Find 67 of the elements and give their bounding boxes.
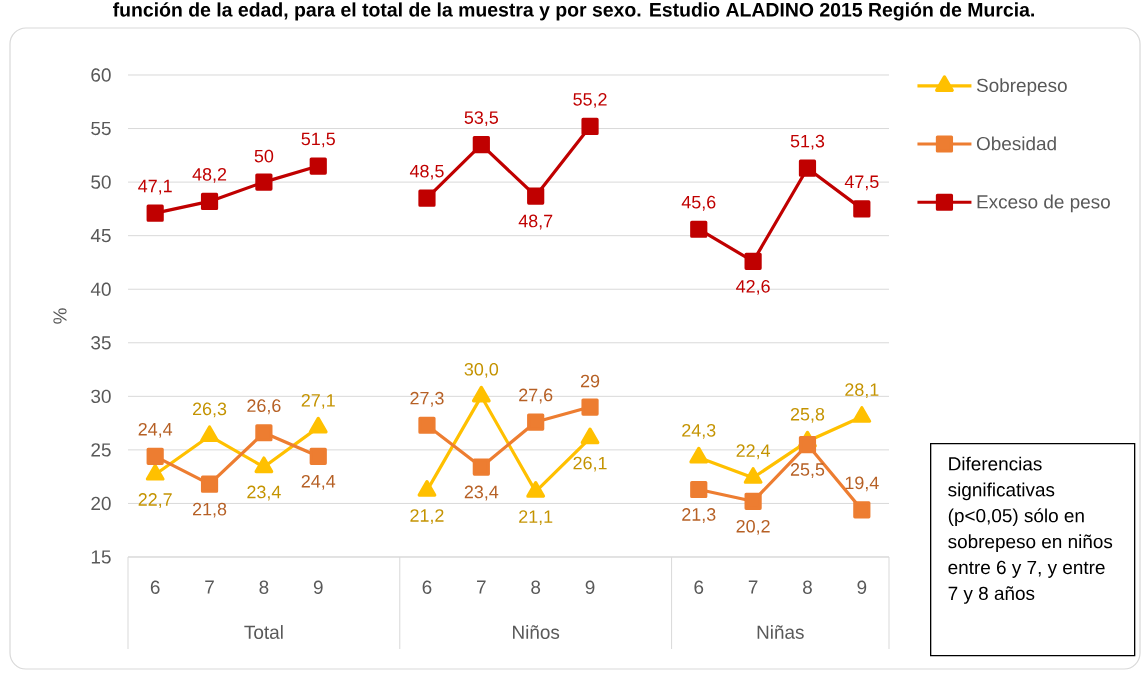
chart-title: función de la edad, para el total de la muestra y por sexo. Estudio ALADINO 2015 Región de Murcia. xyxy=(113,2,1034,21)
data-label: 21,3 xyxy=(682,508,716,523)
data-label: 27,3 xyxy=(410,391,444,407)
x-tick-label: 6 xyxy=(150,580,160,594)
y-tick-label: 20 xyxy=(91,496,111,511)
data-label: 23,4 xyxy=(464,485,499,501)
data-label: 27,6 xyxy=(519,388,553,404)
legend-label: Exceso de peso xyxy=(977,194,1110,213)
y-axis-title: % xyxy=(53,308,67,324)
text: Total xyxy=(244,625,283,639)
data-label: 27,1 xyxy=(301,393,335,409)
y-tick-label: 45 xyxy=(90,229,111,243)
y-tick-label: 50 xyxy=(91,175,111,189)
data-label: 48,2 xyxy=(192,167,227,183)
x-tick-label: 9 xyxy=(313,580,323,594)
y-tick-label: 60 xyxy=(91,68,111,82)
x-tick-label: 9 xyxy=(585,580,595,594)
y-tick-label: 25 xyxy=(91,443,111,457)
y-tick-label: 40 xyxy=(90,282,111,296)
data-label: 22,7 xyxy=(138,493,172,508)
y-tick-label: 30 xyxy=(91,389,111,404)
y-tick-label: 55 xyxy=(91,121,111,136)
x-tick-label: 8 xyxy=(259,580,269,594)
data-label: 19,4 xyxy=(845,476,879,492)
data-label: 47,5 xyxy=(844,175,879,191)
x-tick-label: 9 xyxy=(857,580,867,594)
data-label: 50 xyxy=(254,149,274,163)
data-label: 24,3 xyxy=(682,423,716,439)
text: Niños xyxy=(513,625,560,639)
data-label: 30,0 xyxy=(464,362,499,378)
data-label: 45,6 xyxy=(681,195,716,211)
text: Niñas xyxy=(757,625,804,639)
data-label: 23,4 xyxy=(247,485,281,501)
data-label: 28,1 xyxy=(845,383,879,399)
data-label: 48,5 xyxy=(409,164,444,180)
data-label: 51,3 xyxy=(790,134,825,150)
data-label: 53,5 xyxy=(464,111,499,127)
x-tick-label: 6 xyxy=(422,580,432,594)
data-label: 55,2 xyxy=(573,92,607,108)
data-label: 47,1 xyxy=(138,179,172,195)
data-label: 24,4 xyxy=(301,474,336,490)
data-label: 48,7 xyxy=(518,214,553,230)
x-tick-label: 7 xyxy=(205,580,214,594)
data-label: 24,4 xyxy=(138,422,173,438)
data-label: 26,3 xyxy=(192,402,227,418)
x-tick-label: 7 xyxy=(748,580,758,594)
x-tick-label: 7 xyxy=(477,580,486,594)
data-label: 25,8 xyxy=(790,407,825,423)
data-label: 26,6 xyxy=(247,399,281,415)
legend-label: Sobrepeso xyxy=(976,78,1067,96)
data-label: 21,1 xyxy=(519,510,553,526)
y-tick-label: 15 xyxy=(91,550,111,564)
data-label: 22,4 xyxy=(736,444,771,460)
data-label: 21,8 xyxy=(192,502,227,518)
x-tick-label: 8 xyxy=(531,580,541,594)
data-label: 25,5 xyxy=(790,463,825,478)
x-tick-label: 8 xyxy=(803,580,812,594)
data-label: 51,5 xyxy=(301,132,335,148)
data-label: 21,2 xyxy=(410,509,444,524)
data-label: 20,2 xyxy=(736,519,770,535)
x-tick-label: 6 xyxy=(694,580,704,594)
data-label: 29 xyxy=(580,374,600,388)
data-label: 26,1 xyxy=(573,456,607,472)
legend-label: Obesidad xyxy=(976,136,1056,151)
text: Diferencias significativas (p<0,05) sólo en sobrepeso en niños entre 6 y 7, y entre 7 y 8 años xyxy=(948,456,1113,604)
data-label: 42,6 xyxy=(736,279,770,295)
y-tick-label: 35 xyxy=(91,336,111,350)
